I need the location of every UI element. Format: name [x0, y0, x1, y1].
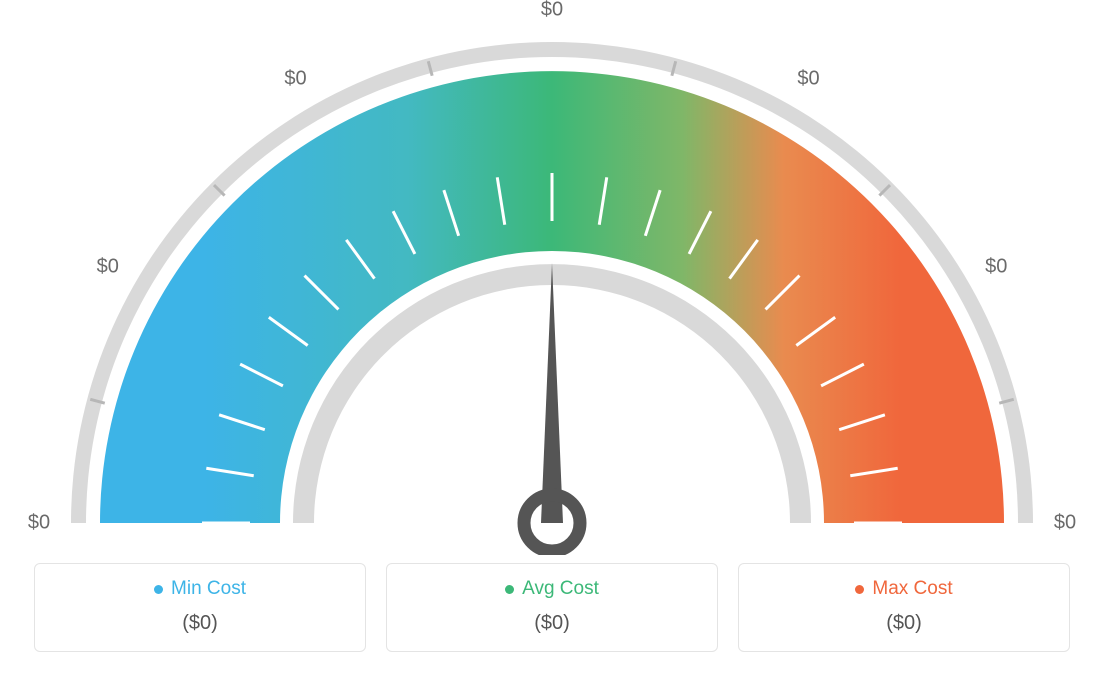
gauge-tick-label: $0: [797, 67, 819, 90]
gauge-tick-label: $0: [284, 67, 306, 90]
legend-title-max: Max Cost: [855, 578, 952, 600]
gauge-tick-label: $0: [541, 0, 563, 22]
legend-card-min: Min Cost ($0): [34, 563, 366, 652]
legend-label-max: Max Cost: [872, 578, 952, 600]
gauge-svg: [0, 0, 1104, 555]
gauge-tick-label: $0: [1054, 512, 1076, 535]
legend-label-avg: Avg Cost: [522, 578, 599, 600]
legend-row: Min Cost ($0) Avg Cost ($0) Max Cost ($0…: [34, 563, 1070, 652]
legend-dot-avg: [505, 585, 514, 594]
legend-card-avg: Avg Cost ($0): [386, 563, 718, 652]
legend-dot-min: [154, 585, 163, 594]
legend-value-max: ($0): [749, 612, 1059, 635]
legend-title-min: Min Cost: [154, 578, 246, 600]
legend-label-min: Min Cost: [171, 578, 246, 600]
gauge-chart: $0 $0 $0 $0 $0 $0 $0: [0, 0, 1104, 555]
legend-value-avg: ($0): [397, 612, 707, 635]
gauge-tick-label: $0: [97, 255, 119, 278]
gauge-tick-label: $0: [28, 512, 50, 535]
legend-card-max: Max Cost ($0): [738, 563, 1070, 652]
legend-value-min: ($0): [45, 612, 355, 635]
legend-title-avg: Avg Cost: [505, 578, 599, 600]
gauge-tick-label: $0: [985, 255, 1007, 278]
legend-dot-max: [855, 585, 864, 594]
